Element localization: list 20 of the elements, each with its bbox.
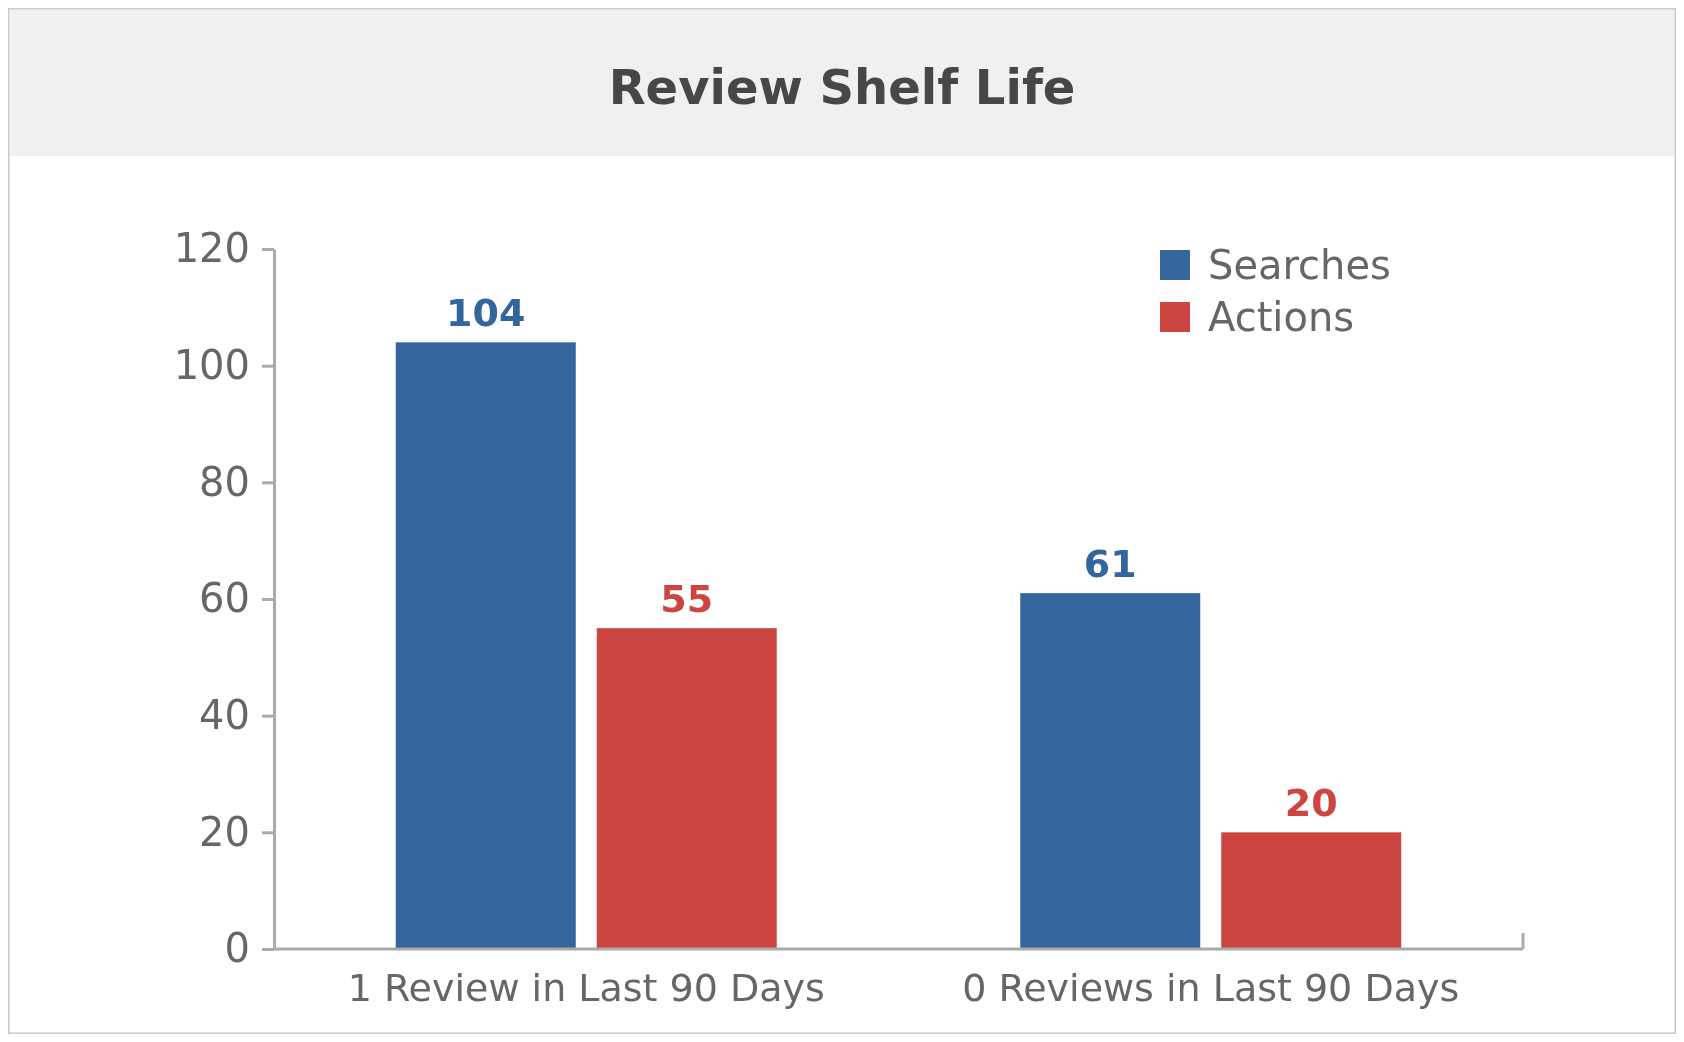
- y-tick-label: 100: [173, 341, 250, 388]
- y-tick-label: 20: [199, 808, 250, 855]
- y-tick-label: 80: [199, 458, 250, 505]
- y-tick-label: 60: [199, 575, 250, 622]
- bar: [1020, 593, 1201, 949]
- y-tick-label: 120: [173, 225, 250, 272]
- legend-label: Actions: [1208, 294, 1355, 340]
- y-tick-label: 0: [224, 925, 250, 972]
- x-tick-label: 1 Review in Last 90 Days: [347, 966, 825, 1010]
- bar: [1221, 832, 1402, 949]
- legend-label: Searches: [1208, 242, 1391, 288]
- data-label: 55: [660, 577, 714, 622]
- y-tick-label: 40: [199, 691, 250, 738]
- bar: [596, 628, 777, 949]
- data-label: 104: [446, 291, 526, 336]
- chart-title: Review Shelf Life: [608, 59, 1076, 115]
- data-label: 20: [1284, 781, 1338, 826]
- x-tick-label: 0 Reviews in Last 90 Days: [962, 966, 1460, 1010]
- data-label: 61: [1083, 542, 1137, 587]
- bar: [395, 342, 576, 949]
